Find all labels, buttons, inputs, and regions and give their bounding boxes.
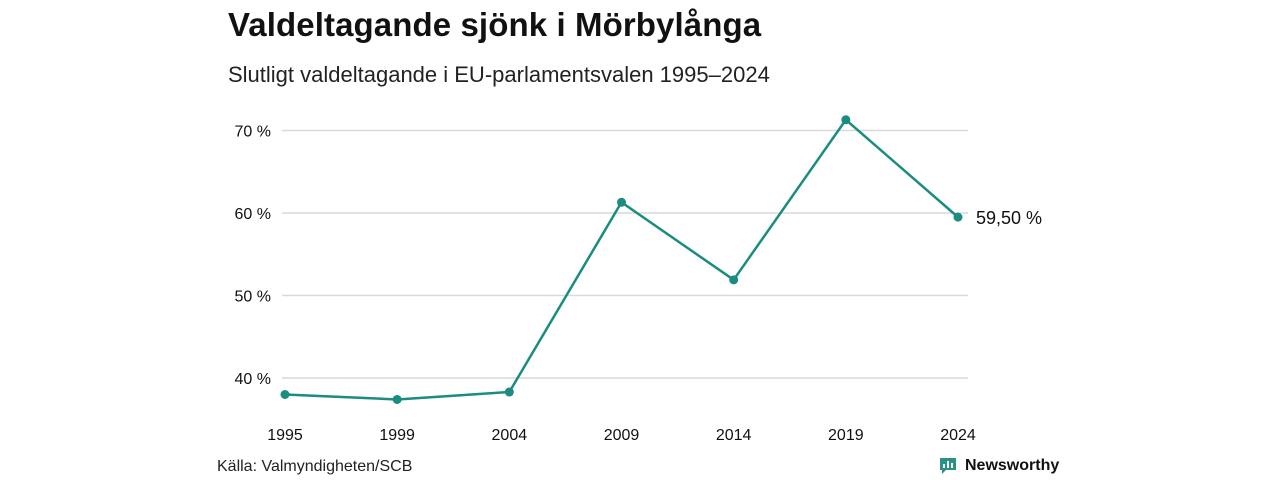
source-note: Källa: Valmyndigheten/SCB xyxy=(217,458,413,475)
x-tick-label: 2009 xyxy=(604,427,640,444)
x-axis-ticks: 1995 1999 2004 2009 2014 2019 2024 xyxy=(267,427,976,444)
data-point xyxy=(280,390,290,399)
y-tick-label: 60 % xyxy=(235,206,271,223)
brand-logo: Newsworthy xyxy=(938,456,1059,476)
y-tick-label: 70 % xyxy=(235,124,271,141)
data-point xyxy=(504,387,514,397)
data-point xyxy=(729,275,739,285)
data-point xyxy=(841,115,851,125)
bar-chart-logo-icon xyxy=(940,458,956,474)
brand-name: Newsworthy xyxy=(965,457,1060,474)
data-point xyxy=(392,394,402,404)
y-tick-label: 50 % xyxy=(235,289,271,306)
data-point xyxy=(617,197,626,207)
end-value-label: 59,50 % xyxy=(976,208,1042,228)
series-line xyxy=(283,118,960,401)
x-tick-label: 2019 xyxy=(828,427,864,444)
x-tick-label: 2004 xyxy=(492,427,528,444)
gridlines xyxy=(282,129,968,379)
chart-subtitle: Slutligt valdeltagande i EU-parlamentsva… xyxy=(228,62,770,87)
chart-title: Valdeltagande sjönk i Mörbylånga xyxy=(228,6,762,43)
x-tick-label: 2024 xyxy=(940,427,976,444)
y-tick-label: 40 % xyxy=(235,371,271,388)
x-tick-label: 2014 xyxy=(716,427,752,444)
data-points xyxy=(280,115,963,404)
x-tick-label: 1999 xyxy=(379,427,415,444)
x-tick-label: 1995 xyxy=(267,427,303,444)
data-point xyxy=(953,212,963,222)
series-line-group xyxy=(283,118,960,401)
data-labels: 59,50 % xyxy=(976,208,1042,228)
y-axis-ticks: 40 % 50 % 60 % 70 % xyxy=(235,124,271,389)
